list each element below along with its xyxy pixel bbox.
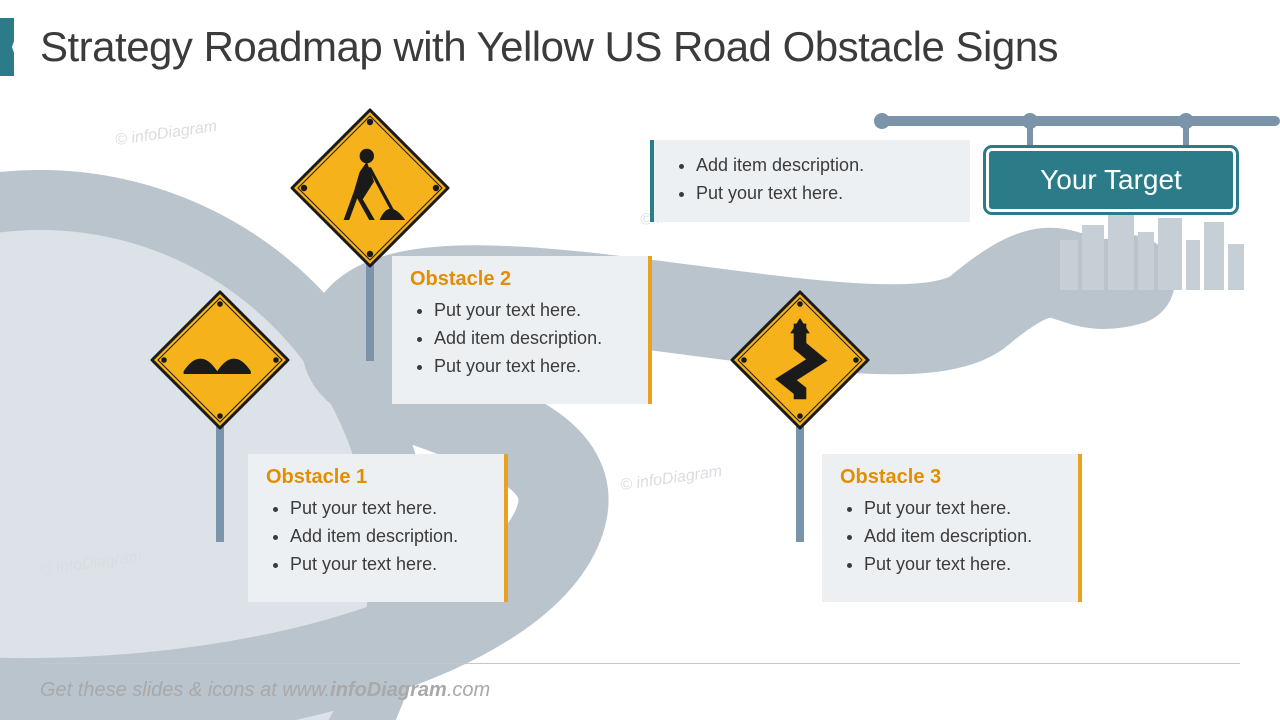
- target-description-card: Add item description.Put your text here.: [650, 140, 970, 222]
- footer-pre: Get these slides & icons at www.: [40, 679, 330, 701]
- list-item: Put your text here.: [696, 180, 952, 208]
- slide-title: Strategy Roadmap with Yellow US Road Obs…: [40, 23, 1058, 71]
- footer-rule: [40, 663, 1240, 664]
- obstacle-2-sign: [290, 108, 450, 433]
- obstacle-3-title: Obstacle 3: [840, 466, 1060, 489]
- list-item: Put your text here.: [864, 495, 1060, 523]
- roadwork-icon: [290, 108, 450, 268]
- obstacle-1-title: Obstacle 1: [266, 466, 486, 489]
- list-item: Put your text here.: [290, 551, 486, 579]
- slide: Strategy Roadmap with Yellow US Road Obs…: [0, 0, 1280, 720]
- footer-text: Get these slides & icons at www.infoDiag…: [40, 679, 490, 702]
- list-item: Put your text here.: [434, 297, 630, 325]
- zigzag-icon: [730, 290, 870, 430]
- list-item: Add item description.: [290, 523, 486, 551]
- list-item: Add item description.: [864, 523, 1060, 551]
- list-item: Put your text here.: [290, 495, 486, 523]
- bumps-icon: [150, 290, 290, 430]
- obstacle-3-list: Put your text here.Add item description.…: [840, 495, 1060, 579]
- list-item: Put your text here.: [434, 353, 630, 381]
- title-accent-marker: [0, 18, 14, 76]
- title-bar: Strategy Roadmap with Yellow US Road Obs…: [0, 12, 1058, 82]
- list-item: Add item description.: [696, 152, 952, 180]
- footer-post: .com: [447, 679, 490, 701]
- target-label: Your Target: [1040, 164, 1182, 196]
- list-item: Put your text here.: [864, 551, 1060, 579]
- target-bar: [880, 116, 1280, 126]
- obstacle-1-list: Put your text here.Add item description.…: [266, 495, 486, 579]
- footer-brand: infoDiagram: [330, 679, 447, 701]
- list-item: Add item description.: [434, 325, 630, 353]
- target-bar-knob: [874, 113, 890, 129]
- target-plate: Your Target: [986, 148, 1236, 212]
- target-bar-knob: [1022, 113, 1038, 129]
- obstacle-3-sign: [730, 290, 870, 605]
- target-description-list: Add item description.Put your text here.: [672, 152, 952, 208]
- obstacle-1-sign: [150, 290, 290, 605]
- target-hanger: [1183, 121, 1189, 148]
